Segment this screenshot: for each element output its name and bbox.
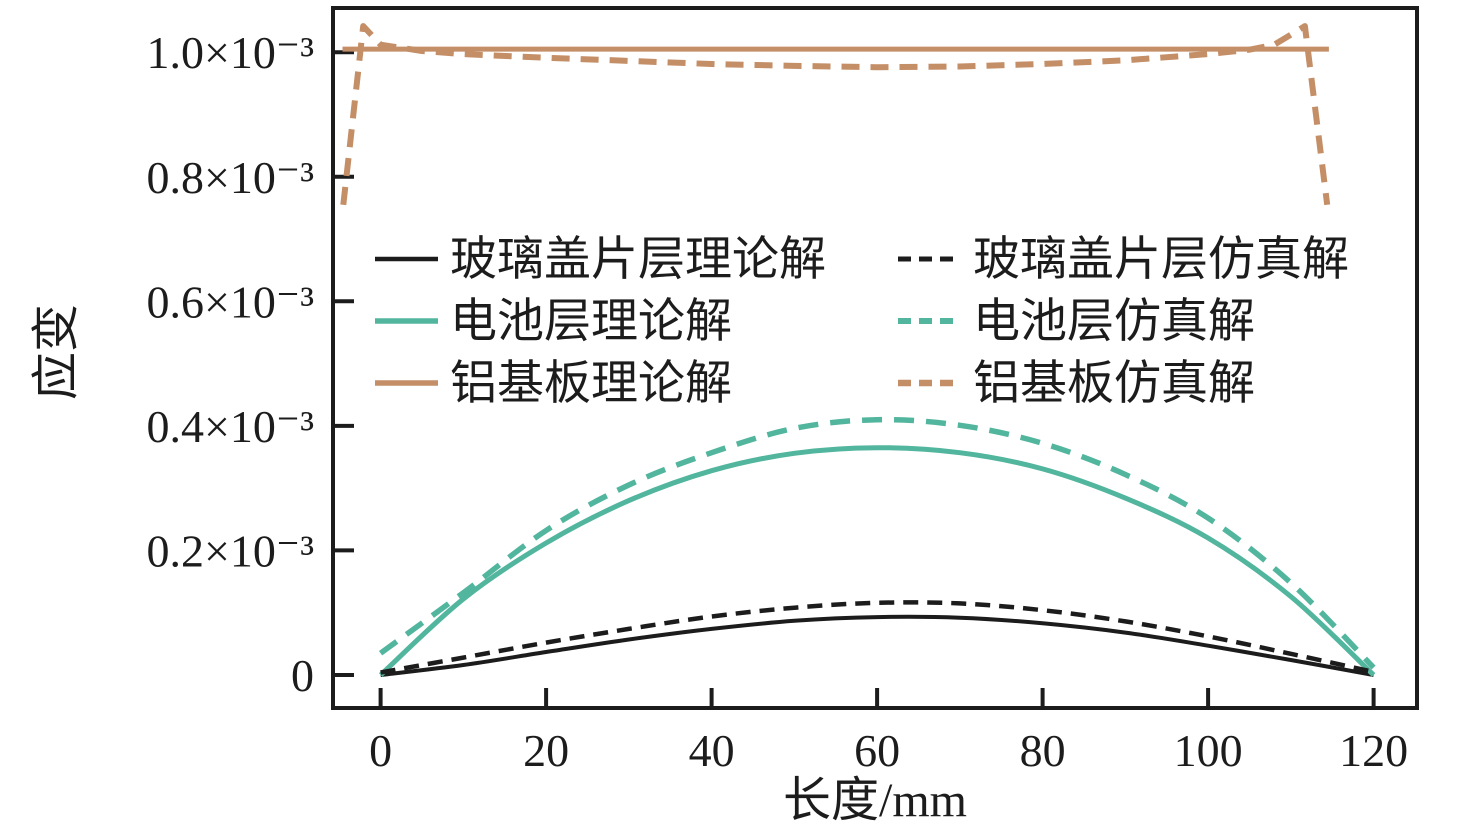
legend-item-glass-theory: 玻璃盖片层理论解 — [375, 234, 826, 286]
x-tick-label: 60 — [854, 725, 900, 776]
x-tick-label: 0 — [369, 725, 392, 776]
legend-label-al-theory: 铝基板理论解 — [450, 358, 732, 410]
series-glass-sim-line — [380, 600, 1375, 675]
legend-item-glass-sim: 玻璃盖片层仿真解 — [898, 234, 1349, 286]
x-tick-label: 80 — [1020, 725, 1066, 776]
legend-label-glass-theory: 玻璃盖片层理论解 — [450, 234, 826, 286]
series-cell-theory-line — [378, 445, 1376, 677]
y-tick-label: 0.2×10⁻³ — [146, 525, 314, 576]
legend-item-al-theory: 铝基板理论解 — [375, 358, 732, 410]
x-tick-label: 100 — [1174, 725, 1243, 776]
y-tick-label: 0.8×10⁻³ — [146, 152, 314, 203]
y-tick-label: 0.4×10⁻³ — [146, 401, 314, 452]
series-lines — [340, 23, 1376, 677]
y-tick-label: 1.0×10⁻³ — [146, 27, 314, 78]
legend-label-cell-theory: 电池层理论解 — [450, 296, 732, 348]
x-axis: 0 20 40 60 80 100 120 — [369, 688, 1408, 776]
plot-border — [331, 6, 1419, 710]
legend-label-glass-sim: 玻璃盖片层仿真解 — [973, 234, 1349, 286]
legend-item-cell-sim: 电池层仿真解 — [898, 296, 1255, 348]
legend-label-al-sim: 铝基板仿真解 — [973, 358, 1255, 410]
y-tick-label: 0 — [291, 650, 314, 701]
legend-item-al-sim: 铝基板仿真解 — [898, 358, 1255, 410]
y-axis-title: 应变 — [30, 304, 83, 400]
legend-label-cell-sim: 电池层仿真解 — [973, 296, 1255, 348]
series-cell-sim-line — [378, 416, 1376, 670]
series-glass-theory-line — [380, 614, 1374, 677]
legend-item-cell-theory: 电池层理论解 — [375, 296, 732, 348]
x-axis-title: 长度/mm — [783, 774, 967, 827]
x-tick-label: 120 — [1339, 725, 1408, 776]
y-tick-label: 0.6×10⁻³ — [146, 276, 314, 327]
y-axis: 0 0.2×10⁻³ 0.4×10⁻³ 0.6×10⁻³ 0.8×10⁻³ 1.0×10⁻… — [146, 27, 354, 701]
x-tick-label: 20 — [523, 725, 569, 776]
series-al-sim-line — [340, 23, 1331, 206]
x-tick-label: 40 — [689, 725, 735, 776]
